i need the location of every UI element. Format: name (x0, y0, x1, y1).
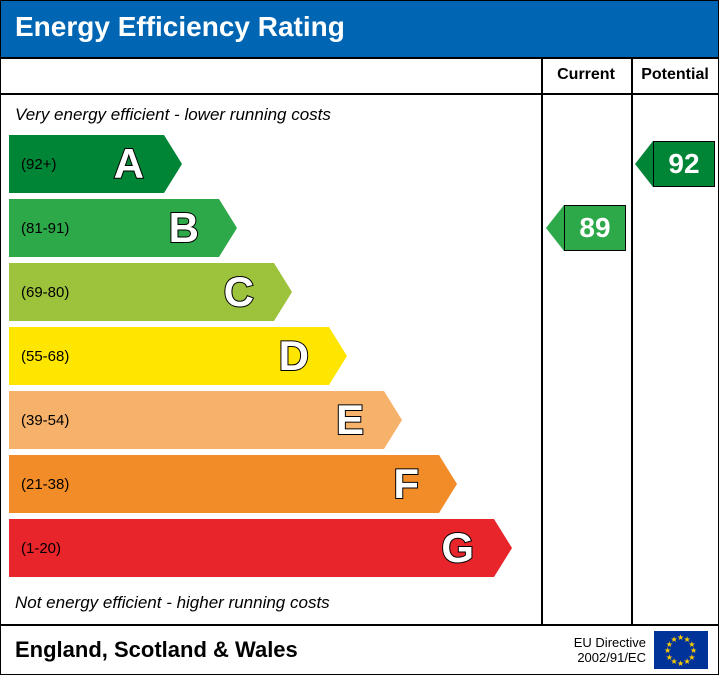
band-letter: C (224, 268, 254, 316)
note-top: Very energy efficient - lower running co… (15, 105, 331, 125)
band-range: (1-20) (9, 540, 61, 557)
potential-rating-pointer: 92 (635, 141, 715, 187)
band-range: (81-91) (9, 220, 69, 237)
current-rating-pointer: 89 (546, 205, 626, 251)
band-letter: G (441, 524, 474, 572)
band-letter: E (336, 396, 364, 444)
eu-flag-icon: ★★★★★★★★★★★★ (654, 631, 708, 669)
band-letter: B (169, 204, 199, 252)
footer: England, Scotland & Wales EU Directive 2… (1, 624, 718, 674)
pointer-arrow-icon (546, 205, 564, 251)
band-e: (39-54) E (9, 391, 718, 449)
header-main (1, 57, 541, 95)
band-range: (92+) (9, 156, 56, 173)
chart-grid: Current Potential Very energy efficient … (1, 57, 718, 624)
pointer-arrow-icon (635, 141, 653, 187)
band-letter: D (279, 332, 309, 380)
eu-directive-text: EU Directive 2002/91/EC (574, 635, 654, 665)
band-range: (69-80) (9, 284, 69, 301)
band-c: (69-80) C (9, 263, 718, 321)
potential-rating-value: 92 (653, 141, 715, 187)
note-bottom: Not energy efficient - higher running co… (15, 593, 330, 613)
header-potential: Potential (631, 57, 719, 95)
region-label: England, Scotland & Wales (1, 637, 574, 663)
chart-title: Energy Efficiency Rating (1, 1, 718, 57)
band-letter: F (393, 460, 419, 508)
band-range: (55-68) (9, 348, 69, 365)
rating-bands: (92+) A (81-91) B (69-80) C (55-68) D (39-54) E (2… (9, 135, 718, 583)
band-g: (1-20) G (9, 519, 718, 577)
band-letter: A (114, 140, 144, 188)
current-rating-value: 89 (564, 205, 626, 251)
band-range: (39-54) (9, 412, 69, 429)
band-f: (21-38) F (9, 455, 718, 513)
band-range: (21-38) (9, 476, 69, 493)
header-current: Current (541, 57, 631, 95)
epc-chart: Energy Efficiency Rating Current Potenti… (0, 0, 719, 675)
band-a: (92+) A (9, 135, 718, 193)
band-d: (55-68) D (9, 327, 718, 385)
